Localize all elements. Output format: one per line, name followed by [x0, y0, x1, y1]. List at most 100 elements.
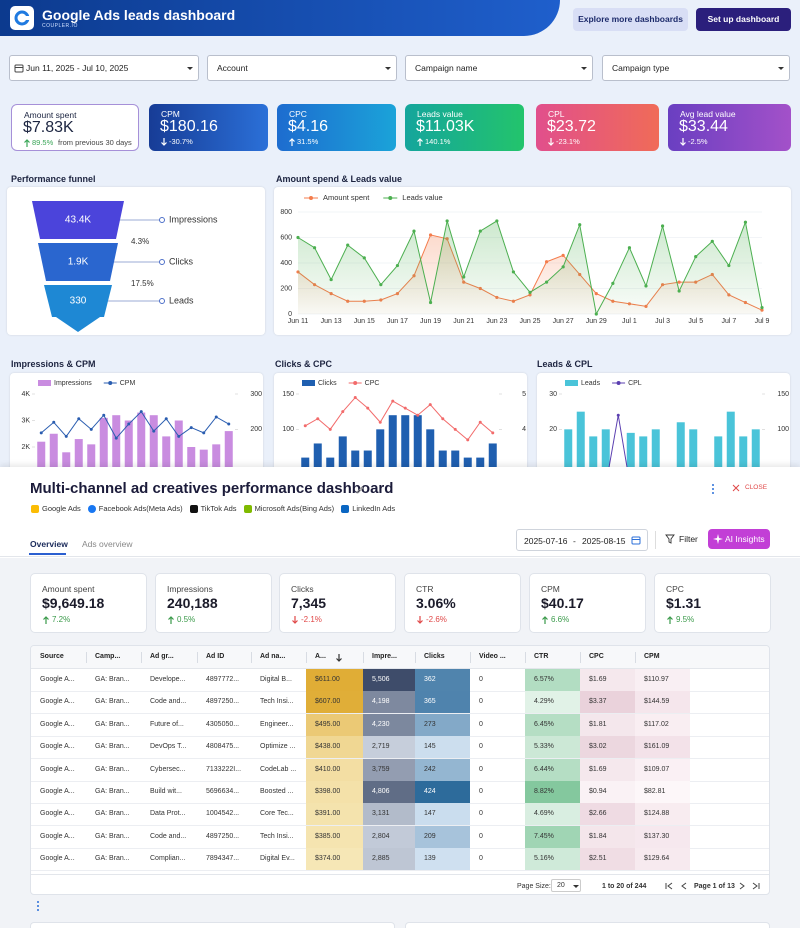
series-point — [544, 260, 549, 264]
column-header[interactable]: Clicks — [424, 653, 445, 660]
column-header[interactable]: Camp... — [95, 653, 121, 660]
table-cell: 3,759 — [363, 758, 415, 781]
table-cell: Optimize ... — [260, 743, 296, 751]
kpi-label: CPM — [541, 584, 560, 594]
trend-arrow — [417, 138, 423, 146]
column-header[interactable]: A... — [315, 653, 326, 660]
column-header[interactable]: Ad gr... — [150, 653, 174, 660]
funnel-value: 330 — [70, 296, 87, 307]
kpi-card: Avg lead value $33.44 -2.5% — [668, 104, 791, 151]
kpi-change: -2.5% — [688, 137, 708, 146]
kpi-card: CTR 3.06% -2.6% — [404, 573, 521, 633]
table-cell: Google A... — [40, 720, 75, 728]
row-divider — [31, 870, 769, 872]
legend-swatch-dot — [309, 196, 313, 200]
date-range[interactable]: 2025-07-16-2025-08-15 — [516, 529, 648, 551]
table-cell: $495.00 — [306, 713, 363, 736]
filter-dropdown[interactable]: Campaign name — [405, 55, 593, 81]
funnel-dot — [159, 259, 165, 265]
ai-insights-button[interactable]: AI Insights — [708, 529, 770, 549]
y-tick-label: 20 — [549, 426, 557, 433]
setup-button[interactable]: Set up dashboard — [696, 8, 791, 31]
dropdown-caret — [573, 885, 579, 888]
column-divider — [635, 652, 636, 663]
kpi-label: Avg lead value — [680, 109, 736, 119]
filter-dropdown[interactable]: Jun 11, 2025 - Jul 10, 2025 — [9, 55, 199, 81]
edit-icon — [356, 486, 364, 494]
column-header[interactable]: Source — [40, 653, 64, 660]
filter-label: Account — [217, 63, 248, 73]
tab[interactable]: Overview — [30, 539, 68, 549]
y-tick-label: 300 — [250, 391, 262, 398]
table-cell: Data Prot... — [150, 810, 186, 818]
table-cell: 365 — [415, 691, 470, 714]
table-cell: 4.29% — [525, 691, 580, 714]
table-cell: Google A... — [40, 698, 75, 706]
date-to: 2025-08-15 — [582, 536, 626, 546]
series-point — [114, 436, 118, 440]
table-cell: 362 — [415, 669, 470, 691]
series-point — [52, 420, 56, 424]
platform-name: LinkedIn Ads — [352, 504, 396, 513]
legend-swatch — [38, 380, 51, 386]
table-cell: $110.97 — [635, 669, 690, 691]
table-cell: 8.82% — [525, 781, 580, 803]
table-cell: 6.57% — [525, 669, 580, 691]
table-cell: Develope... — [150, 676, 186, 683]
legend-swatch — [565, 380, 578, 386]
table-cell: 5,506 — [363, 669, 415, 691]
legend-label: Leads — [581, 380, 601, 387]
filter-button[interactable]: Filter — [679, 534, 698, 544]
column-header[interactable]: Video ... — [479, 653, 506, 660]
data-table: Source Camp... Ad gr... Ad ID Ad na... A... Im… — [30, 645, 770, 895]
table-cell: Digital Ev... — [260, 855, 295, 863]
column-header[interactable]: Ad na... — [260, 653, 286, 660]
tab[interactable]: Ads overview — [82, 539, 133, 549]
table-cell: 0 — [479, 810, 483, 818]
calendar-icon-part — [631, 536, 641, 545]
series-point — [378, 420, 382, 424]
kpi-card: Amount spent $9,649.18 7.2% — [30, 573, 147, 633]
column-header[interactable]: CTR — [534, 653, 549, 660]
series-point — [316, 417, 320, 421]
platform-list: Google Ads Facebook Ads(Meta Ads) TikTok A… — [31, 504, 395, 513]
table-cell: GA: Bran... — [95, 765, 130, 773]
table-cell: 1004542... — [206, 810, 240, 818]
funnel-value: 43.4K — [65, 215, 91, 226]
funnel-stage: Clicks — [169, 256, 193, 266]
column-header[interactable]: CPM — [644, 653, 660, 660]
column-header[interactable]: CPC — [589, 653, 604, 660]
page-indicator: Page 1 of 13 — [694, 883, 735, 890]
calendar-icon — [631, 536, 641, 545]
platform-item: Facebook Ads(Meta Ads) — [87, 504, 183, 513]
table-cell: $82.81 — [635, 781, 690, 803]
close-icon — [732, 484, 740, 492]
column-header[interactable]: Ad ID — [206, 653, 225, 660]
page-size-select[interactable]: 20 — [551, 879, 581, 892]
table-cell: DevOps T... — [150, 743, 187, 751]
filter-dropdown[interactable]: Campaign type — [602, 55, 790, 81]
table-cell: Engineer... — [260, 720, 294, 728]
funnel-segment — [38, 243, 118, 281]
table-cell: 0 — [479, 765, 483, 773]
dropdown-caret-part — [581, 67, 587, 70]
column-header[interactable]: Impre... — [372, 653, 397, 660]
trend-arrow — [161, 138, 167, 146]
table-cell: 209 — [415, 825, 470, 848]
y-tick-label: 5 — [522, 391, 526, 398]
funnel-rate: 17.5% — [131, 279, 154, 288]
funnel-dot — [159, 298, 165, 304]
close-button[interactable]: CLOSE — [728, 481, 770, 495]
bar — [49, 433, 58, 500]
series-point — [152, 429, 156, 433]
explore-button[interactable]: Explore more dashboards — [573, 8, 688, 31]
filter-dropdown[interactable]: Account — [207, 55, 397, 81]
kpi-change: 9.5% — [676, 615, 695, 624]
series-point — [528, 290, 532, 294]
kpi-label: CTR — [416, 584, 434, 594]
table-cell: $3.37 — [580, 691, 635, 714]
y-tick-label: 200 — [280, 285, 292, 292]
bar — [388, 415, 397, 500]
series-point — [743, 220, 748, 224]
funnel-rate: 4.3% — [131, 237, 149, 246]
